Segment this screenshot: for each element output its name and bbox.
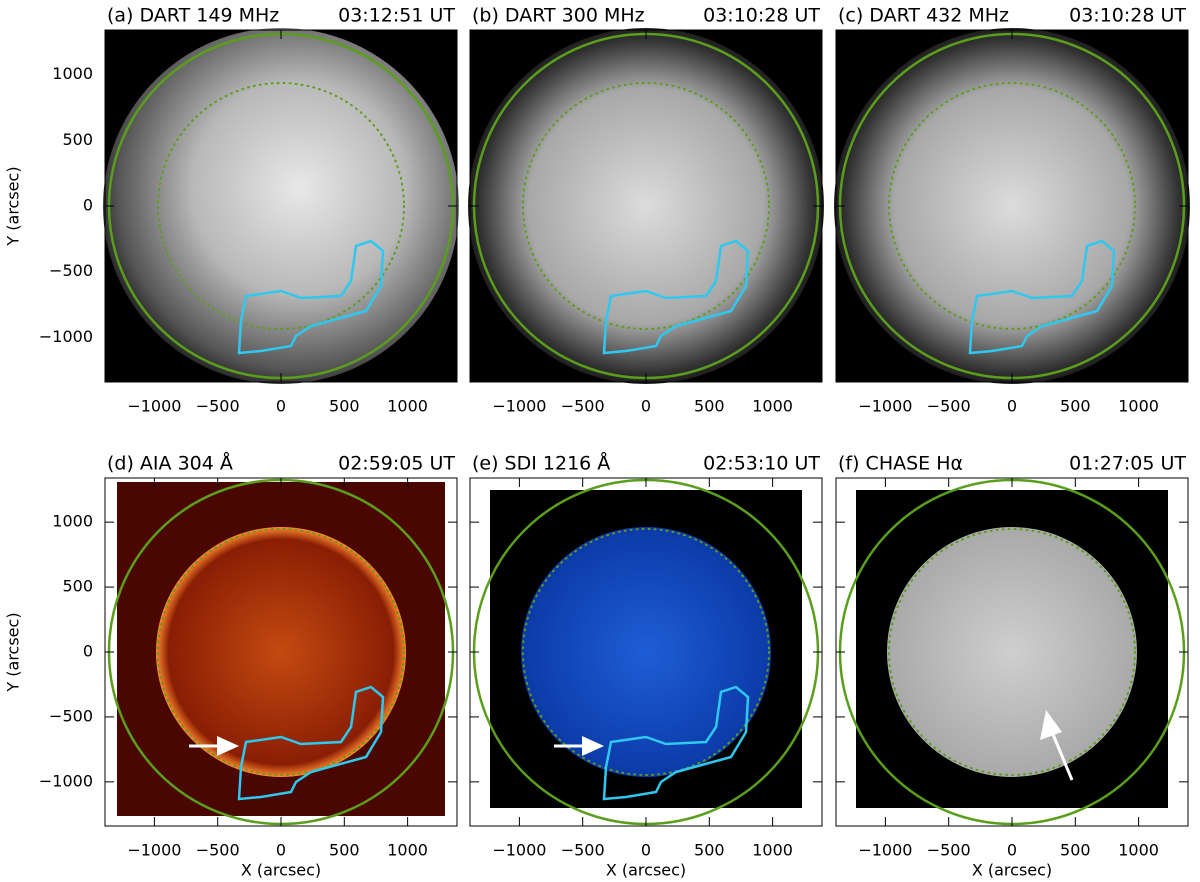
x-tick-label: −1000 xyxy=(492,397,546,416)
x-tick-label: −1000 xyxy=(127,841,181,860)
contour xyxy=(602,685,750,801)
panel-time: 01:27:05 UT xyxy=(1069,453,1186,475)
x-tick-label: −500 xyxy=(196,397,240,416)
x-tick-label: 1000 xyxy=(387,841,428,860)
x-tick-label: 0 xyxy=(641,841,651,860)
x-tick-label: 500 xyxy=(694,397,725,416)
panel-title: (c) DART 432 MHz xyxy=(838,5,1009,27)
optical-limb xyxy=(522,82,770,330)
optical-limb xyxy=(888,82,1136,330)
radio-disk xyxy=(834,28,1190,384)
panel-title: (a) DART 149 MHz xyxy=(107,5,279,27)
x-tick-label: 1000 xyxy=(1118,397,1159,416)
y-axis-label: Y (arcsec) xyxy=(4,612,23,692)
panel-time: 03:10:28 UT xyxy=(1069,5,1186,27)
panel-title: (d) AIA 304 Å xyxy=(107,452,233,475)
y-tick-label: −1000 xyxy=(39,771,93,790)
optical-limb xyxy=(522,528,770,776)
panel: −1000 −500 0 500 1000 −1000 −500 0 500 1000 (d) AI… xyxy=(4,452,458,880)
x-tick-label: −1000 xyxy=(127,397,181,416)
solar-disk xyxy=(521,527,771,777)
x-tick-label: 0 xyxy=(1007,841,1017,860)
x-tick-label: 1000 xyxy=(752,397,793,416)
x-tick-label: 0 xyxy=(276,841,286,860)
x-axis-label: X (arcsec) xyxy=(606,861,686,879)
arrow-shaft xyxy=(1050,731,1074,781)
x-tick-label: −500 xyxy=(196,841,240,860)
y-tick-label: −1000 xyxy=(39,327,93,346)
panel: −1000 −500 0 500 1000 −1000 −500 0 500 1000 (a) DA… xyxy=(4,5,459,416)
solar-disk xyxy=(887,527,1137,777)
x-tick-label: 0 xyxy=(276,397,286,416)
panel-time: 03:10:28 UT xyxy=(703,5,820,27)
panel-title: (b) DART 300 MHz xyxy=(472,5,645,27)
optical-limb xyxy=(157,82,405,330)
x-tick-label: 1000 xyxy=(387,397,428,416)
x-tick-label: −500 xyxy=(561,397,605,416)
panel-time: 03:12:51 UT xyxy=(338,5,455,27)
contour xyxy=(968,239,1116,355)
x-tick-label: 1000 xyxy=(1118,841,1159,860)
y-tick-label: 500 xyxy=(62,577,93,596)
panel-time: 02:53:10 UT xyxy=(703,453,820,475)
panel-time: 02:59:05 UT xyxy=(338,453,455,475)
y-tick-label: −500 xyxy=(49,261,93,280)
arrow-head xyxy=(1040,710,1062,740)
panel: −1000 −500 0 500 1000 (c) DART 432 MHz 03:10:2… xyxy=(834,5,1190,416)
y-tick-label: −500 xyxy=(49,706,93,725)
arrow-head xyxy=(217,736,239,756)
x-tick-label: −1000 xyxy=(492,841,546,860)
x-tick-label: −500 xyxy=(927,841,971,860)
panel: −1000 −500 0 500 1000 (b) DART 300 MHz 03:10:2… xyxy=(468,5,824,416)
y-axis-label: Y (arcsec) xyxy=(4,166,23,246)
radio-disk xyxy=(468,28,824,384)
panel: −1000 −500 0 500 1000 (e) SDI 1216 Å 02:53:10 … xyxy=(469,452,823,880)
x-tick-label: 1000 xyxy=(752,841,793,860)
panel-title: (e) SDI 1216 Å xyxy=(472,452,610,475)
x-tick-label: 0 xyxy=(1007,397,1017,416)
x-tick-label: 500 xyxy=(1060,397,1091,416)
optical-limb xyxy=(157,528,405,776)
optical-limb xyxy=(888,528,1136,776)
x-axis-label: X (arcsec) xyxy=(241,861,321,879)
x-tick-label: 0 xyxy=(641,397,651,416)
y-tick-label: 0 xyxy=(83,196,93,215)
y-tick-label: 500 xyxy=(62,130,93,149)
panel-title: (f) CHASE Hα xyxy=(838,453,963,475)
contour xyxy=(237,685,385,801)
x-tick-label: −1000 xyxy=(858,397,912,416)
y-tick-label: 0 xyxy=(83,642,93,661)
x-tick-label: 500 xyxy=(329,397,360,416)
y-tick-label: 1000 xyxy=(52,64,93,83)
x-tick-label: 500 xyxy=(1060,841,1091,860)
x-tick-label: −500 xyxy=(561,841,605,860)
x-tick-label: 500 xyxy=(329,841,360,860)
contour xyxy=(237,239,385,355)
x-axis-label: X (arcsec) xyxy=(972,861,1052,879)
x-tick-label: 500 xyxy=(694,841,725,860)
arrow-head xyxy=(582,736,604,756)
contour xyxy=(602,239,750,355)
x-tick-label: −1000 xyxy=(858,841,912,860)
radio-disk xyxy=(103,28,459,384)
solar-disk xyxy=(156,527,406,777)
x-tick-label: −500 xyxy=(927,397,971,416)
y-tick-label: 1000 xyxy=(52,512,93,531)
panel: −1000 −500 0 500 1000 (f) CHASE Hα 01:27:05 UT… xyxy=(835,453,1189,880)
